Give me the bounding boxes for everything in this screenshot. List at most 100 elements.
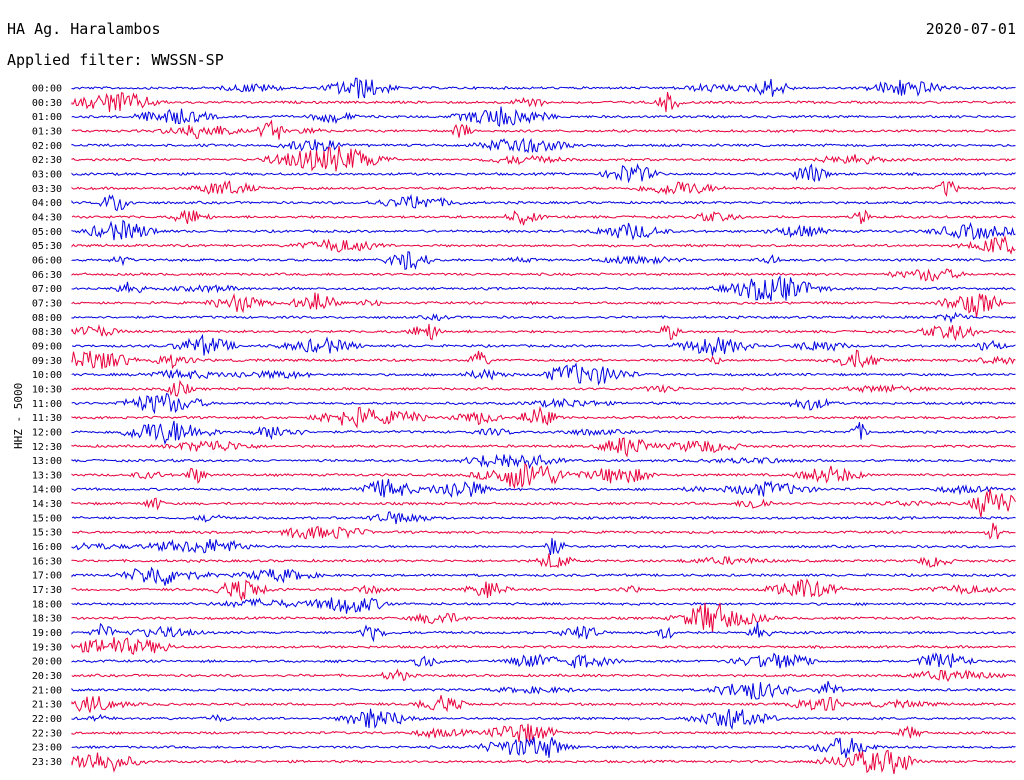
time-label: 05:30 [32,241,62,252]
trace-line [71,420,1016,446]
time-label: 02:00 [32,141,62,152]
trace-line [71,292,1016,318]
trace-line [71,106,1016,127]
time-label: 22:30 [32,728,62,739]
trace-line [71,538,1016,556]
trace-line [71,268,1016,282]
trace-line [71,602,1016,633]
time-label: 08:30 [32,327,62,338]
time-label: 23:30 [32,757,62,768]
time-label: 16:00 [32,542,62,553]
time-label: 21:30 [32,700,62,711]
time-label: 06:00 [32,255,62,266]
time-label: 04:00 [32,198,62,209]
trace-line [71,511,1016,525]
trace-line [71,251,1016,270]
trace-line [71,681,1016,700]
trace-line [71,597,1016,614]
trace-line [71,621,1016,643]
trace-line [71,578,1016,602]
time-label: 00:00 [32,84,62,95]
time-label: 12:30 [32,442,62,453]
time-label: 20:00 [32,657,62,668]
time-label: 20:30 [32,671,62,682]
time-label: 18:00 [32,599,62,610]
time-label: 19:30 [32,642,62,653]
time-label: 07:00 [32,284,62,295]
time-label: 01:30 [32,126,62,137]
time-label: 13:00 [32,456,62,467]
trace-line [71,219,1016,241]
time-label: 01:00 [32,112,62,123]
time-label: 18:30 [32,614,62,625]
trace-line [71,145,1016,172]
trace-line [71,180,1016,197]
time-label: 23:00 [32,743,62,754]
trace-line [71,193,1016,212]
trace-line [71,379,1016,397]
trace-line [71,163,1016,184]
trace-lines [71,77,1016,774]
time-label: 00:30 [32,98,62,109]
trace-line [71,274,1016,302]
trace-line [71,234,1016,255]
time-label: 15:30 [32,528,62,539]
trace-line [71,92,1016,113]
trace-line [71,566,1016,586]
trace-line [71,119,1016,140]
trace-line [71,708,1016,731]
trace-line [71,137,1016,154]
time-label: 19:00 [32,628,62,639]
time-label: 09:00 [32,341,62,352]
trace-line [71,488,1016,518]
trace-line [71,522,1016,540]
trace-line [71,323,1016,342]
trace-line [71,478,1016,498]
trace-line [71,311,1016,324]
time-label: 07:30 [32,298,62,309]
time-label: 08:00 [32,313,62,324]
trace-line [71,553,1016,569]
time-label: 06:30 [32,270,62,281]
trace-line [71,392,1016,415]
time-label: 10:00 [32,370,62,381]
time-labels: 00:00 00:30 01:00 01:30 02:00 02:30 03:00 03:30… [32,84,62,769]
time-label: 02:30 [32,155,62,166]
time-label: 16:30 [32,556,62,567]
trace-line [71,462,1016,490]
time-label: 14:00 [32,485,62,496]
trace-line [71,749,1016,774]
trace-line [71,405,1016,429]
time-label: 12:00 [32,427,62,438]
trace-line [71,637,1016,655]
trace-line [71,333,1016,356]
trace-line [71,453,1016,470]
record-date: 2020-07-01 [925,20,1016,38]
trace-line [71,209,1016,226]
trace-line [71,668,1016,683]
time-label: 11:00 [32,399,62,410]
trace-line [71,362,1016,386]
time-label: 05:00 [32,227,62,238]
time-label: 22:00 [32,714,62,725]
time-label: 10:30 [32,384,62,395]
trace-line [71,77,1016,99]
time-label: 21:00 [32,685,62,696]
trace-line [71,737,1016,759]
time-label: 03:30 [32,184,62,195]
time-label: 17:30 [32,585,62,596]
station-name: HA Ag. Haralambos [7,20,161,38]
time-label: 09:30 [32,356,62,367]
trace-line [71,437,1016,458]
time-label: 03:00 [32,169,62,180]
time-label: 17:00 [32,571,62,582]
time-label: 13:30 [32,470,62,481]
time-label: 11:30 [32,413,62,424]
time-label: 04:30 [32,212,62,223]
time-label: 15:00 [32,513,62,524]
trace-line [71,695,1016,713]
trace-line [71,652,1016,669]
trace-line [71,723,1016,743]
trace-line [71,349,1016,370]
